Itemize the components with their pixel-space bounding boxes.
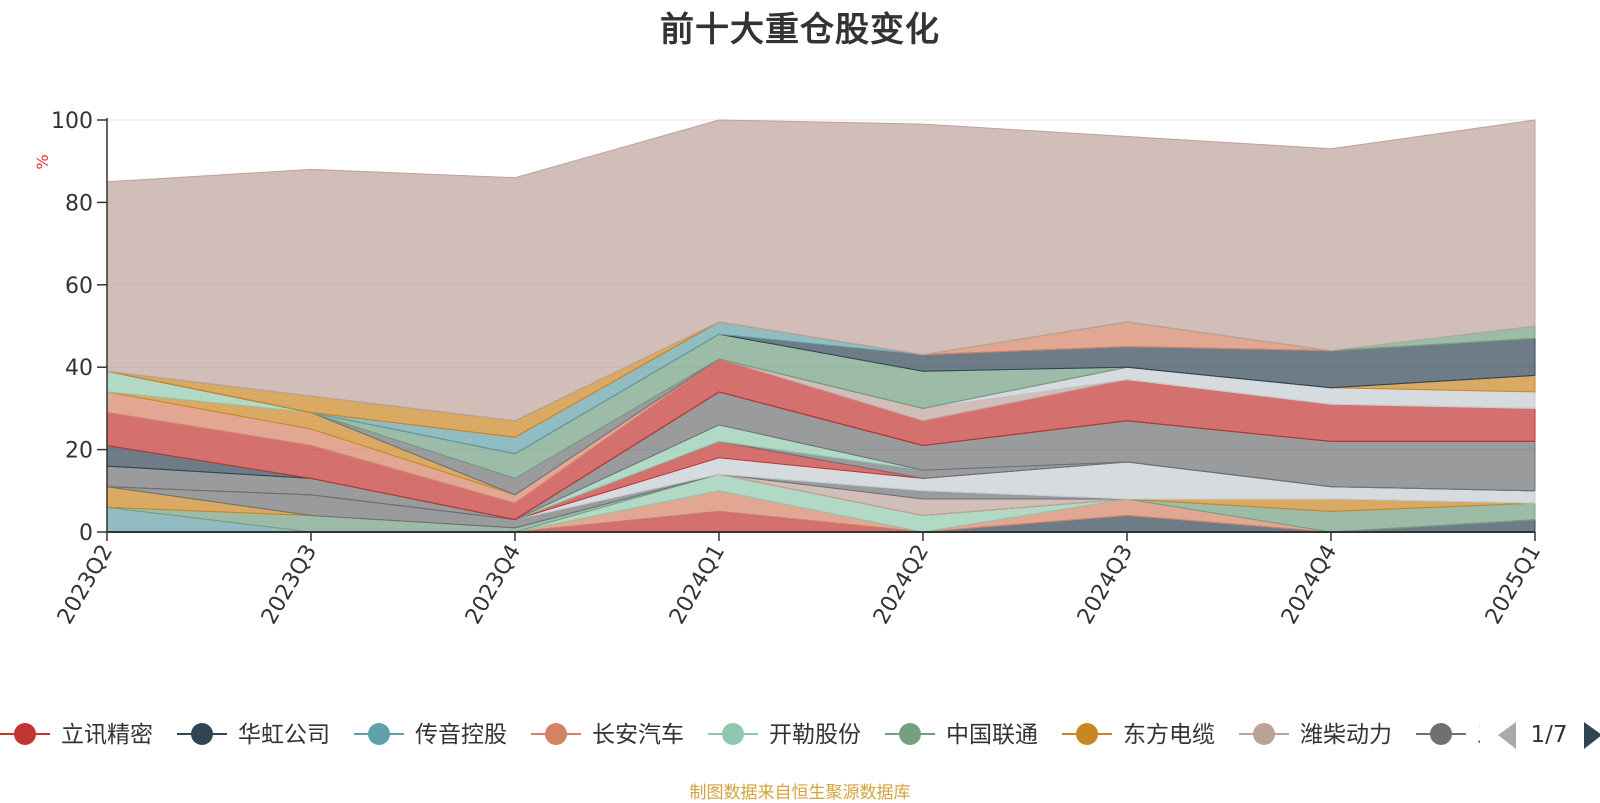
legend-label: 长安汽车: [592, 722, 684, 748]
legend-marker: [899, 723, 921, 745]
legend-label: 东方电缆: [1123, 722, 1215, 748]
legend-item[interactable]: 三: [1416, 722, 1500, 748]
legend-marker: [1253, 723, 1275, 745]
legend-item[interactable]: 华虹公司: [177, 722, 330, 748]
triangle-right-icon[interactable]: [1584, 722, 1600, 749]
legend-marker: [722, 723, 744, 745]
x-tick-label: 2023Q4: [461, 541, 526, 629]
x-tick-label: 2024Q4: [1277, 541, 1342, 629]
legend-items: 立讯精密 华虹公司 传音控股 长安汽车 开勒股份 中国联通 东方电缆 潍柴动力 三: [0, 722, 1500, 748]
legend-item[interactable]: 传音控股: [354, 722, 507, 748]
legend-page-indicator: 1/7: [1530, 722, 1567, 748]
y-tick-label: 20: [65, 439, 93, 464]
legend-pager: 1/7: [1498, 722, 1600, 749]
triangle-left-icon[interactable]: [1498, 722, 1516, 749]
legend-item[interactable]: 东方电缆: [1062, 722, 1215, 748]
legend-label: 三: [1477, 722, 1500, 748]
legend-label: 华虹公司: [238, 722, 330, 748]
x-tick-label: 2023Q3: [257, 541, 322, 629]
legend: 立讯精密 华虹公司 传音控股 长安汽车 开勒股份 中国联通 东方电缆 潍柴动力 三: [0, 722, 1500, 748]
legend-marker: [14, 723, 36, 745]
legend-marker: [1430, 723, 1452, 745]
legend-item[interactable]: 长安汽车: [531, 722, 684, 748]
legend-item[interactable]: 立讯精密: [0, 722, 153, 748]
legend-label: 开勒股份: [769, 722, 861, 748]
legend-item[interactable]: 中国联通: [885, 722, 1038, 748]
legend-label: 中国联通: [946, 722, 1038, 748]
source-note: 制图数据来自恒生聚源数据库: [689, 783, 911, 803]
legend-marker: [1076, 723, 1098, 745]
x-tick-label: 2025Q1: [1481, 541, 1546, 629]
legend-marker: [191, 723, 213, 745]
x-tick-label: 2024Q3: [1073, 541, 1138, 629]
x-tick-label: 2024Q1: [665, 541, 730, 629]
y-tick-label: 60: [65, 274, 93, 299]
legend-label: 传音控股: [415, 722, 507, 748]
legend-marker: [368, 723, 390, 745]
legend-item[interactable]: 开勒股份: [708, 722, 861, 748]
area-series-29: [106, 119, 1536, 422]
chart-title: 前十大重仓股变化: [660, 10, 940, 50]
y-tick-label: 0: [79, 521, 93, 546]
x-tick-label: 2024Q2: [869, 541, 934, 629]
legend-label: 立讯精密: [61, 722, 153, 748]
y-tick-label: 40: [65, 356, 93, 381]
legend-label: 潍柴动力: [1300, 722, 1392, 748]
y-axis-label: %: [33, 154, 52, 169]
area-series: [106, 119, 1536, 533]
y-tick-label: 80: [65, 191, 93, 216]
y-tick-label: 100: [51, 109, 93, 134]
legend-item[interactable]: 潍柴动力: [1239, 722, 1392, 748]
x-tick-label: 2023Q2: [53, 541, 118, 629]
legend-marker: [545, 723, 567, 745]
